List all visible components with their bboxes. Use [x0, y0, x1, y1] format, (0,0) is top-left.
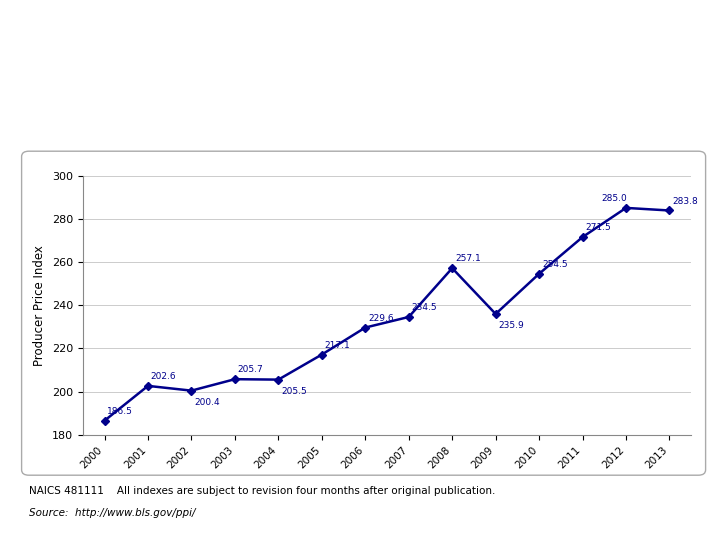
Text: 234.5: 234.5 — [412, 303, 437, 312]
Text: which represents a gain of 9.5% from 2011, but for 2013 the average is trending : which represents a gain of 9.5% from 201… — [9, 122, 541, 132]
Text: Source:  http://www.bls.gov/ppi/: Source: http://www.bls.gov/ppi/ — [29, 508, 195, 518]
Text: 205.7: 205.7 — [238, 365, 264, 374]
Y-axis label: Producer Price Index: Producer Price Index — [33, 245, 46, 366]
Text: 235.9: 235.9 — [498, 321, 524, 330]
Text: 217.1: 217.1 — [325, 341, 351, 349]
Text: 257.1: 257.1 — [455, 254, 481, 263]
Text: 283.8: 283.8 — [672, 197, 698, 206]
Text: 186.5: 186.5 — [107, 407, 133, 416]
Text: The PPI (measures average change in prices over time) for passenger air transpor: The PPI (measures average change in pric… — [9, 88, 720, 98]
Text: 271.5: 271.5 — [585, 223, 611, 232]
Text: 202.6: 202.6 — [150, 372, 176, 381]
Text: 285.0: 285.0 — [601, 194, 627, 203]
Text: 254.5: 254.5 — [542, 260, 567, 269]
Text: NAICS 481111    All indexes are subject to revision four months after original p: NAICS 481111 All indexes are subject to … — [29, 486, 495, 496]
Text: 200.4: 200.4 — [194, 397, 220, 407]
Text: Airline Industry:  PPI (Producer Price Index) – Scheduled Passenger Air Transpor: Airline Industry: PPI (Producer Price In… — [9, 24, 720, 39]
Text: 229.6: 229.6 — [368, 314, 394, 322]
Text: 205.5: 205.5 — [281, 387, 307, 395]
